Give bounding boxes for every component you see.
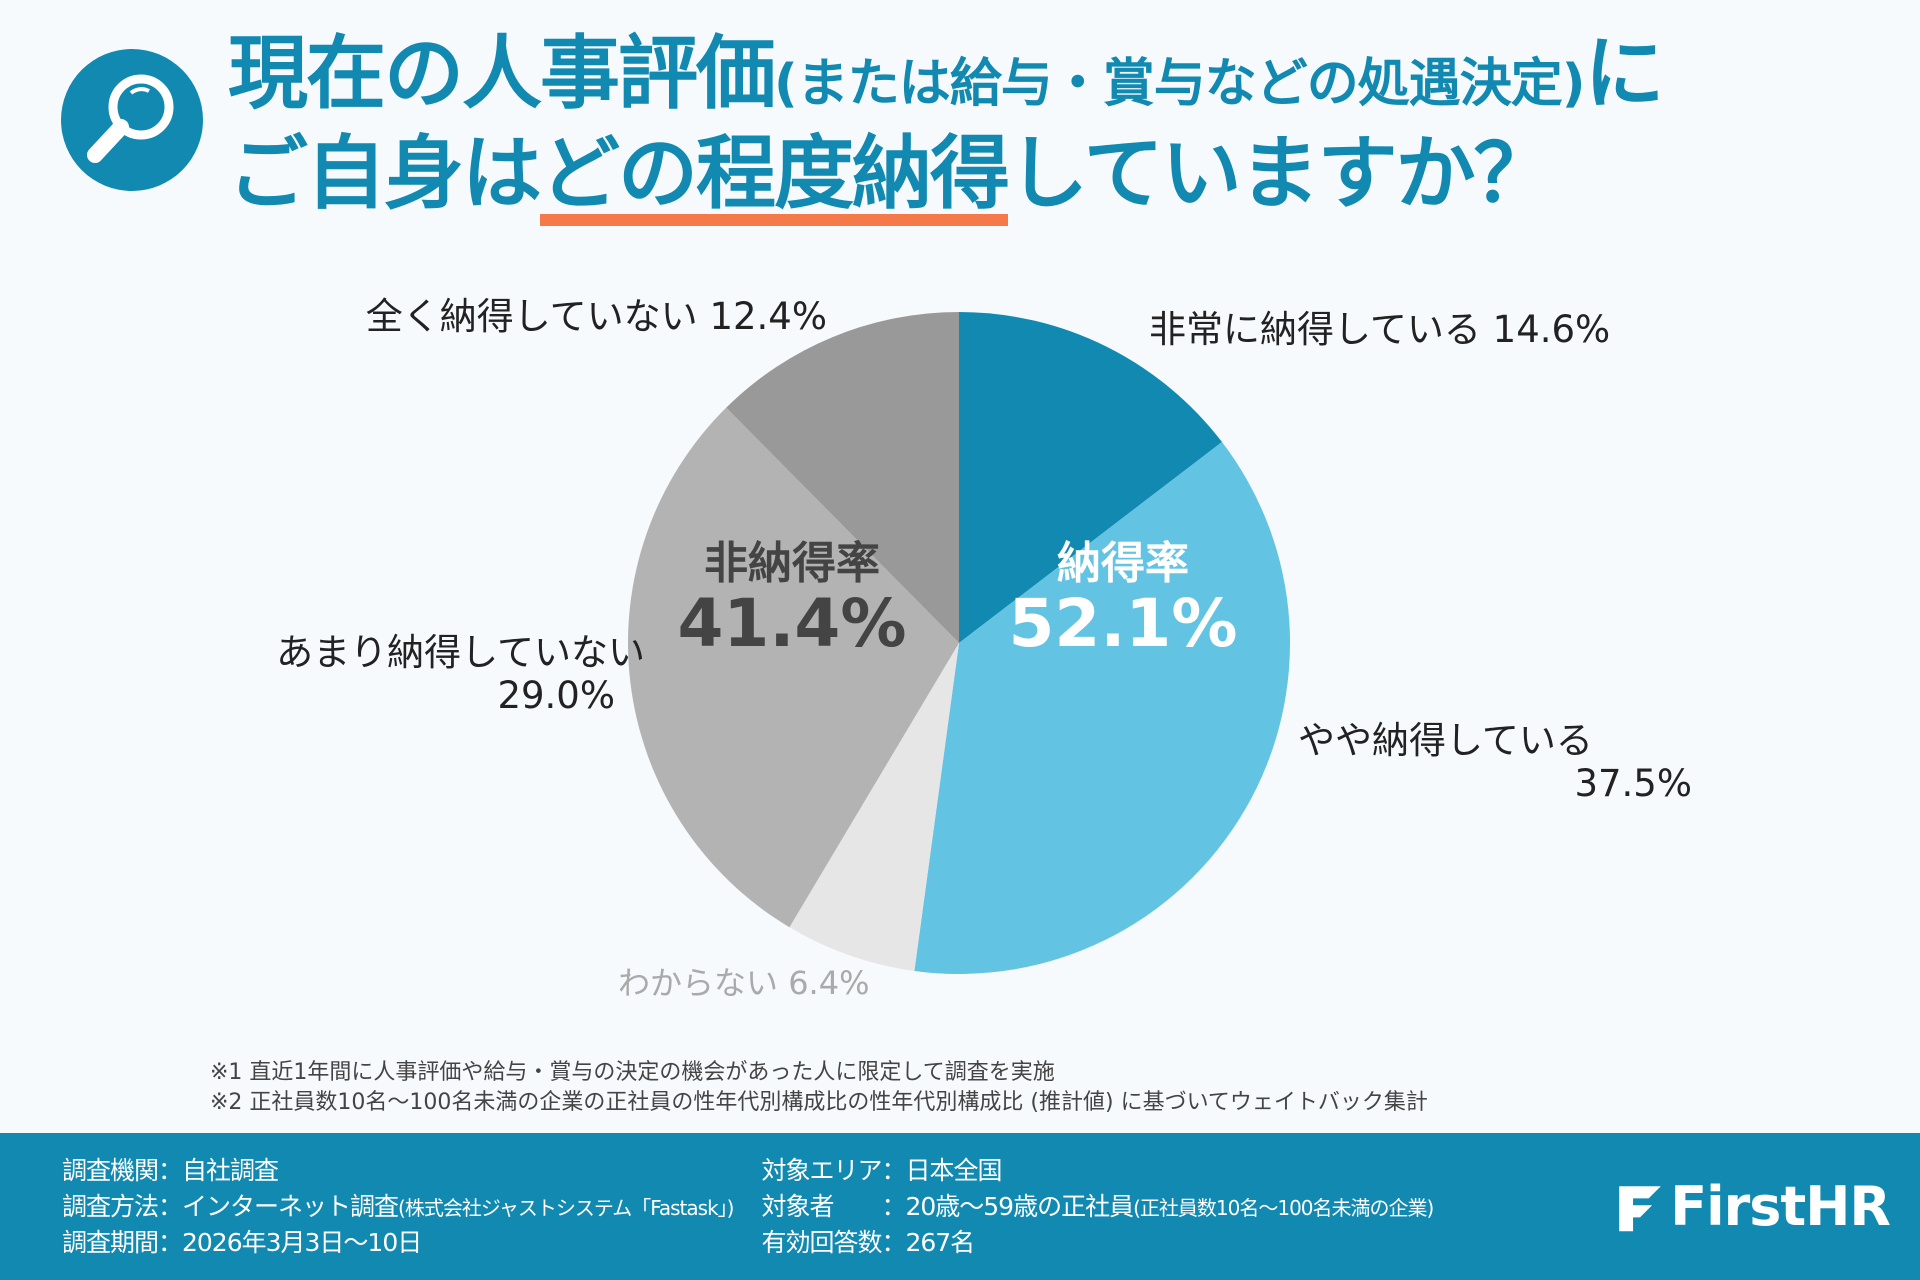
value-somewhat: 37.5% <box>1574 761 1692 805</box>
label-not-much: あまり納得していない <box>276 631 645 674</box>
pie-slice-2 <box>789 643 959 971</box>
magnifier-icon <box>61 49 203 191</box>
survey-method: 調査方法：インターネット調査(株式会社ジャストシステム「Fastask」) <box>62 1191 734 1221</box>
label-unknown: わからない 6.4% <box>618 964 870 1002</box>
firsthr-logo-icon <box>1619 1185 1662 1231</box>
notes: ※1 直近1年間に人事評価や給与・賞与の決定の機会があった人に限定して調査を実施… <box>210 1060 1428 1117</box>
label-not-much-group: あまり納得していない 29.0% <box>276 631 645 717</box>
satisfied-rate: 納得率 52.1% <box>1008 538 1238 663</box>
survey-responses: 有効回答数：267名 <box>761 1227 975 1257</box>
chart-title-line1: 現在の人事評価(または給与・賞与などの処遇決定)に <box>228 27 1665 120</box>
footer: 調査機関：自社調査 調査方法：インターネット調査(株式会社ジャストシステム「Fa… <box>0 1133 1920 1280</box>
logo-text: FirstHR <box>1670 1175 1891 1238</box>
note-2: ※2 正社員数10名～100名未満の企業の正社員の性年代別構成比の性年代別構成比… <box>210 1090 1428 1116</box>
footer-col-2: 対象エリア：日本全国 対象者 ：20歳～59歳の正社員(正社員数10名～100名… <box>761 1155 1434 1258</box>
label-somewhat: やや納得している <box>1298 719 1593 762</box>
title-end2: していますか？ <box>1008 127 1554 220</box>
satisfied-rate-value: 52.1% <box>1008 585 1238 663</box>
unsatisfied-rate: 非納得率 41.4% <box>677 538 907 663</box>
pie-slice-0 <box>959 312 1222 643</box>
title-main: 現在の人事評価 <box>228 27 776 120</box>
satisfied-rate-label: 納得率 <box>1056 538 1189 589</box>
survey-period: 調査期間：2026年3月3日～10日 <box>62 1227 422 1257</box>
title-paren: (または給与・賞与などの処遇決定) <box>774 54 1586 114</box>
firsthr-logo: FirstHR <box>1614 1175 1891 1238</box>
pie-slice-3 <box>627 407 959 928</box>
pie-slice-4 <box>726 312 959 643</box>
unsatisfied-rate-label: 非納得率 <box>703 538 880 589</box>
pie-slice-1 <box>914 442 1291 974</box>
survey-target: 対象者 ：20歳～59歳の正社員(正社員数10名～100名未満の企業) <box>761 1191 1434 1221</box>
title-pre: ご自身は <box>228 127 542 220</box>
label-not-at-all: 全く納得していない 12.4% <box>365 295 827 338</box>
survey-area: 対象エリア：日本全国 <box>761 1155 1002 1185</box>
value-not-much: 29.0% <box>497 673 615 717</box>
note-1: ※1 直近1年間に人事評価や給与・賞与の決定の機会があった人に限定して調査を実施 <box>210 1060 1055 1085</box>
survey-org: 調査機関：自社調査 <box>62 1155 279 1185</box>
label-very: 非常に納得している 14.6% <box>1149 308 1611 351</box>
footer-col-1: 調査機関：自社調査 調査方法：インターネット調査(株式会社ジャストシステム「Fa… <box>62 1155 734 1258</box>
chart-title-line2: ご自身はどの程度納得していますか？ <box>228 127 1554 220</box>
unsatisfied-rate-value: 41.4% <box>677 585 907 663</box>
label-somewhat-group: やや納得している 37.5% <box>1298 719 1692 805</box>
title-underlined: どの程度納得 <box>540 127 1010 220</box>
title-end: に <box>1584 27 1665 120</box>
